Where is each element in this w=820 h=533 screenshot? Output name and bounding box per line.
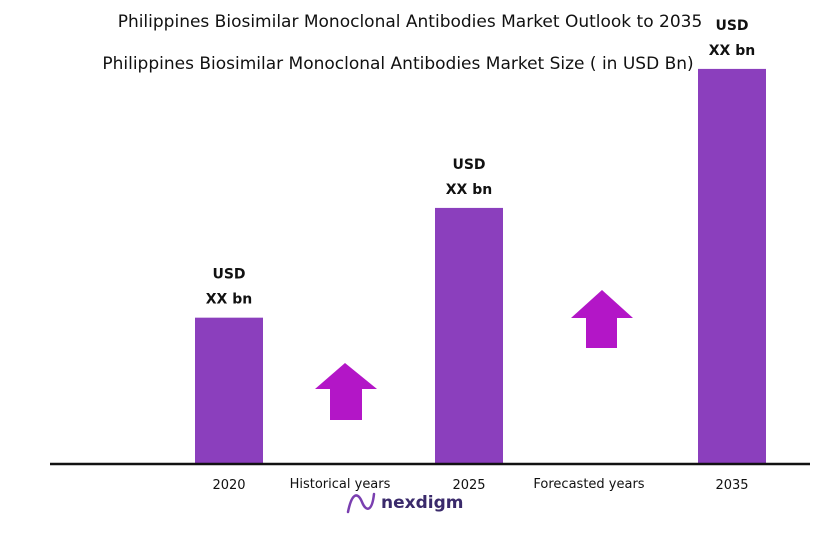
bar-value-label-2025-line-1: USD [452,157,485,173]
chart-title: Philippines Biosimilar Monoclonal Antibo… [118,12,703,32]
bars-group [195,68,766,465]
bar-value-label-2020-line-2: XX bn [206,292,252,308]
historical-growth-arrow-icon [315,363,377,420]
bar-labels-group: USD XX bn USD XX bn USD XX bn [206,18,755,308]
bar-value-label-2025-line-2: XX bn [446,182,492,198]
x-tick-label-2035: 2035 [715,478,748,493]
x-tick-label-2020: 2020 [212,478,245,493]
logo-text: nexdigm [381,493,463,513]
bar-2025 [435,207,503,464]
forecast-growth-arrow-icon [571,290,633,348]
x-tick-labels: 2020 2025 2035 [212,478,748,493]
historical-years-label: Historical years [290,477,391,492]
nexdigm-logo: nexdigm [346,492,463,514]
bar-value-label-2020-line-1: USD [212,267,245,283]
bar-2020 [195,317,263,464]
chart-subtitle: Philippines Biosimilar Monoclonal Antibo… [102,54,693,74]
forecasted-years-label: Forecasted years [533,477,644,492]
bar-value-label-2035-line-1: USD [715,18,748,34]
growth-arrows [315,290,633,420]
bar-value-label-2035-line-2: XX bn [709,43,755,59]
x-tick-label-2025: 2025 [452,478,485,493]
nexdigm-logo-icon [346,492,376,514]
bar-2035 [698,68,766,465]
